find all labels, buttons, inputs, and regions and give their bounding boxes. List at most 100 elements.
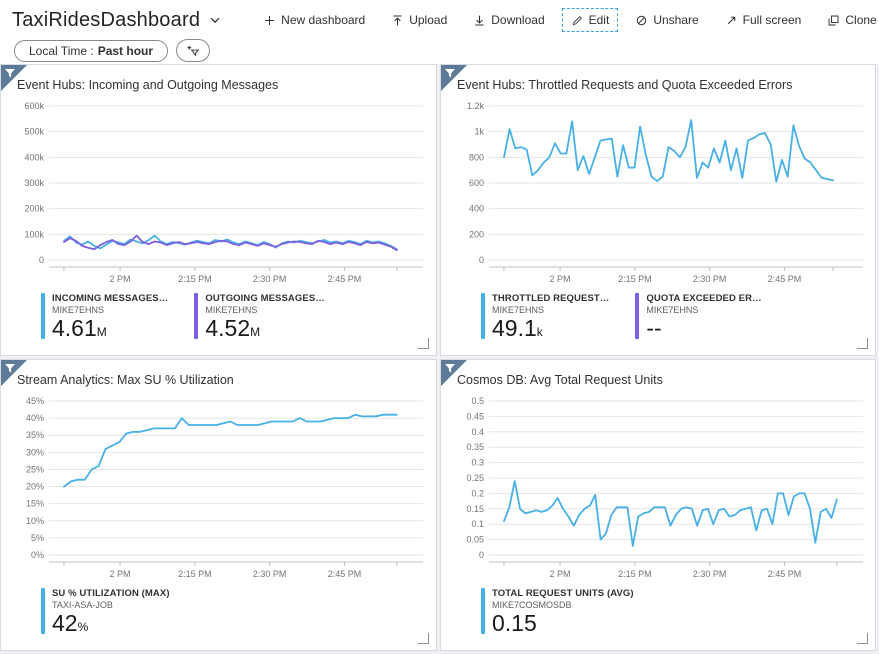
- svg-text:2:30 PM: 2:30 PM: [253, 274, 287, 284]
- legend-color-bar: [41, 588, 45, 634]
- svg-text:2:15 PM: 2:15 PM: [618, 569, 652, 579]
- time-filter-pill[interactable]: Local Time : Past hour: [14, 39, 169, 62]
- svg-text:500k: 500k: [24, 127, 44, 137]
- legend-color-bar: [194, 293, 199, 339]
- line-chart-request-units[interactable]: 0 0.05 0.1 0.15 0.2 0.25 0.3 0.35 0.4 0.45 0.5 2 PM…: [447, 391, 873, 587]
- dashboard-title-dropdown[interactable]: TaxiRidesDashboard: [12, 9, 222, 32]
- svg-text:2:30 PM: 2:30 PM: [693, 569, 727, 579]
- svg-text:0: 0: [479, 255, 484, 265]
- chart-legend: SU % UTILIZATION (MAX) TAXI-ASA-JOB 42%: [7, 588, 430, 635]
- svg-text:2 PM: 2 PM: [110, 274, 131, 284]
- svg-text:45%: 45%: [26, 396, 44, 406]
- svg-text:0: 0: [479, 550, 484, 560]
- line-chart-eventhubs-messages[interactable]: 0 100k 200k 300k 400k 500k 600k 2 PM 2:15 PM 2:30…: [7, 96, 433, 292]
- svg-text:100k: 100k: [24, 229, 44, 239]
- line-chart-su-utilization[interactable]: 0% 5% 10% 15% 20% 25% 30% 35% 40% 45% 2 PM 2:15 PM 2…: [7, 391, 433, 587]
- chevron-down-icon: [210, 17, 220, 24]
- metric-value: 42%: [52, 610, 89, 636]
- legend-color-bar: [635, 293, 640, 339]
- resize-handle[interactable]: [857, 338, 868, 349]
- svg-text:2:15 PM: 2:15 PM: [618, 274, 652, 284]
- tile-eventhubs-throttled: Event Hubs: Throttled Requests and Quota…: [440, 64, 876, 356]
- tile-cosmos-db: Cosmos DB: Avg Total Request Units 0 0.05…: [440, 359, 876, 651]
- metric-value: 0.15: [492, 610, 537, 636]
- svg-text:2:45 PM: 2:45 PM: [328, 274, 362, 284]
- legend-color-bar: [41, 293, 45, 339]
- svg-text:0.4: 0.4: [471, 427, 484, 437]
- metric-value: --: [646, 315, 662, 341]
- funnel-corner-icon: [1, 65, 27, 91]
- line-chart-eventhubs-throttled[interactable]: 0 200 400 600 800 1k 1.2k 2 PM 2:15 PM 2:30 PM 2:4…: [447, 96, 873, 292]
- pencil-icon: [572, 15, 582, 25]
- full-screen-icon: [727, 16, 735, 24]
- svg-text:25%: 25%: [26, 464, 44, 474]
- dashboard-grid: Event Hubs: Incoming and Outgoing Messag…: [0, 64, 879, 651]
- svg-text:20%: 20%: [26, 482, 44, 492]
- svg-text:0.25: 0.25: [466, 473, 484, 483]
- svg-text:2 PM: 2 PM: [550, 569, 571, 579]
- upload-icon: [393, 15, 402, 25]
- time-filter-value: Past hour: [97, 43, 154, 58]
- download-button[interactable]: Download: [464, 8, 553, 32]
- svg-text:2:15 PM: 2:15 PM: [178, 569, 212, 579]
- add-filter-icon: [187, 45, 200, 57]
- svg-text:600k: 600k: [24, 101, 44, 111]
- tile-title: Event Hubs: Throttled Requests and Quota…: [457, 78, 793, 92]
- chart-legend: TOTAL REQUEST UNITS (AVG) MIKE7COSMOSDB …: [447, 588, 869, 635]
- funnel-corner-icon: [441, 65, 467, 91]
- svg-text:200: 200: [469, 229, 484, 239]
- svg-text:0.05: 0.05: [466, 535, 484, 545]
- unshare-icon: [637, 15, 647, 25]
- svg-text:400k: 400k: [24, 152, 44, 162]
- metric-value: 49.1k: [492, 315, 543, 341]
- tile-filter-badge: [1, 360, 27, 386]
- legend-item-incoming[interactable]: INCOMING MESSAGES… MIKE7EHNS 4.61M: [41, 293, 168, 340]
- upload-button[interactable]: Upload: [382, 8, 456, 32]
- time-filter-label: Local Time :: [29, 43, 94, 58]
- new-dashboard-button[interactable]: New dashboard: [254, 8, 374, 32]
- full-screen-button[interactable]: Full screen: [716, 8, 811, 32]
- svg-text:0.35: 0.35: [466, 442, 484, 452]
- svg-text:2:15 PM: 2:15 PM: [178, 274, 212, 284]
- command-bar: New dashboard Upload Download Edit Unsha…: [254, 8, 879, 32]
- add-filter-button[interactable]: [176, 39, 211, 62]
- legend-color-bar: [481, 588, 485, 634]
- svg-text:200k: 200k: [24, 204, 44, 214]
- funnel-corner-icon: [441, 360, 467, 386]
- svg-text:0.15: 0.15: [466, 504, 484, 514]
- svg-text:2:30 PM: 2:30 PM: [693, 274, 727, 284]
- svg-text:5%: 5%: [31, 533, 44, 543]
- svg-text:0: 0: [39, 255, 44, 265]
- svg-text:0.5: 0.5: [471, 396, 484, 406]
- legend-item-quota[interactable]: QUOTA EXCEEDED ER… MIKE7EHNS --: [635, 293, 762, 341]
- resize-handle[interactable]: [857, 633, 868, 644]
- svg-text:15%: 15%: [26, 499, 44, 509]
- plus-icon: [265, 15, 275, 25]
- legend-color-bar: [481, 293, 485, 339]
- legend-item-throttled[interactable]: THROTTLED REQUEST… MIKE7EHNS 49.1k: [481, 293, 609, 340]
- legend-item-su-utilization[interactable]: SU % UTILIZATION (MAX) TAXI-ASA-JOB 42%: [41, 588, 170, 635]
- clone-button[interactable]: Clone: [818, 8, 879, 32]
- svg-text:0.45: 0.45: [466, 411, 484, 421]
- svg-text:2 PM: 2 PM: [550, 274, 571, 284]
- tile-filter-badge: [441, 65, 467, 91]
- unshare-button[interactable]: Unshare: [626, 8, 707, 32]
- svg-text:1k: 1k: [474, 127, 484, 137]
- tile-eventhubs-messages: Event Hubs: Incoming and Outgoing Messag…: [0, 64, 437, 356]
- legend-item-request-units[interactable]: TOTAL REQUEST UNITS (AVG) MIKE7COSMOSDB …: [481, 588, 634, 635]
- svg-text:2:30 PM: 2:30 PM: [253, 569, 287, 579]
- tile-title: Stream Analytics: Max SU % Utilization: [17, 373, 234, 387]
- chart-legend: INCOMING MESSAGES… MIKE7EHNS 4.61M OUTGO…: [7, 293, 430, 340]
- legend-item-outgoing[interactable]: OUTGOING MESSAGES… MIKE7EHNS 4.52M: [194, 293, 325, 340]
- resize-handle[interactable]: [418, 633, 429, 644]
- tile-filter-badge: [441, 360, 467, 386]
- resize-handle[interactable]: [418, 338, 429, 349]
- funnel-corner-icon: [1, 360, 27, 386]
- svg-text:800: 800: [469, 152, 484, 162]
- chart-legend: THROTTLED REQUEST… MIKE7EHNS 49.1k QUOTA…: [447, 293, 869, 340]
- edit-button[interactable]: Edit: [561, 8, 619, 32]
- svg-text:0.1: 0.1: [471, 519, 484, 529]
- dashboard-header: TaxiRidesDashboard New dashboard Upload …: [0, 0, 879, 64]
- svg-text:0%: 0%: [31, 550, 44, 560]
- svg-text:0.3: 0.3: [471, 458, 484, 468]
